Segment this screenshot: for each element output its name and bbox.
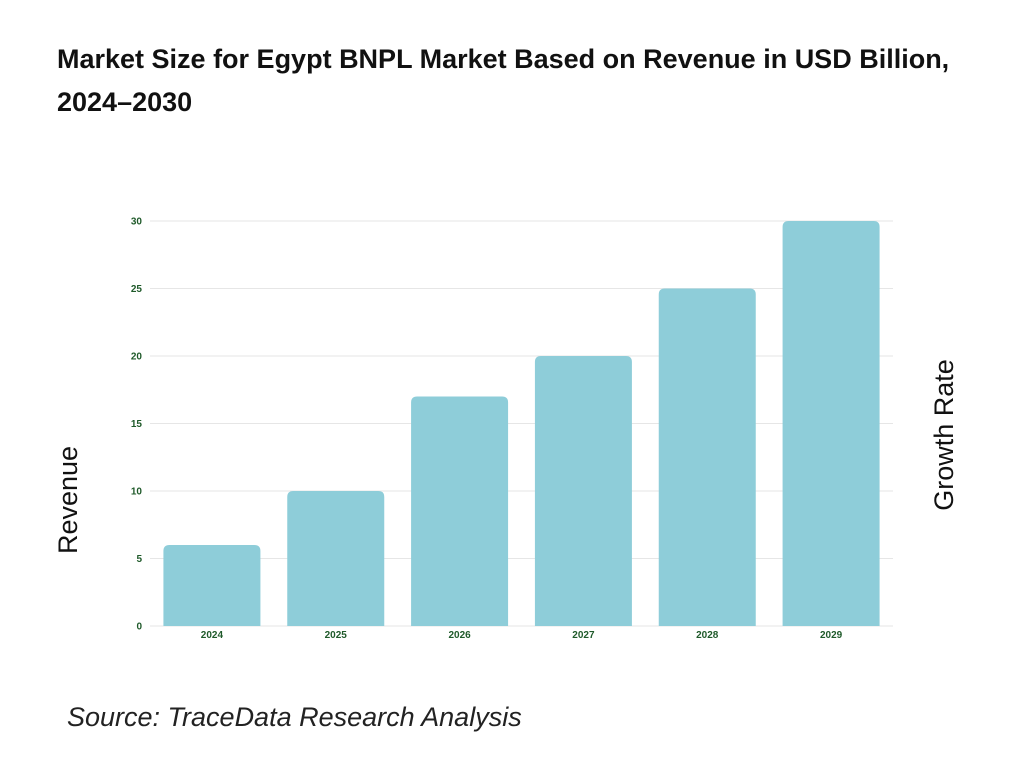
bar-2025 bbox=[287, 491, 385, 626]
y-tick-label: 25 bbox=[131, 284, 143, 295]
x-tick-labels: 2024 2025 2026 2027 2028 2029 bbox=[201, 630, 843, 641]
x-tick-label: 2028 bbox=[696, 630, 719, 641]
bar-2028 bbox=[658, 288, 756, 626]
x-tick-label: 2026 bbox=[448, 630, 471, 641]
y-tick-labels: 0 5 10 15 20 25 30 bbox=[131, 217, 143, 633]
bar-2029 bbox=[782, 221, 880, 626]
grid-lines bbox=[150, 220, 893, 627]
bars bbox=[163, 221, 880, 626]
x-tick-label: 2024 bbox=[201, 630, 224, 641]
x-tick-label: 2027 bbox=[572, 630, 595, 641]
y-tick-label: 5 bbox=[136, 554, 142, 565]
bar-2026 bbox=[411, 396, 509, 626]
chart-title: Market Size for Egypt BNPL Market Based … bbox=[57, 44, 950, 117]
source-note: Source: TraceData Research Analysis bbox=[67, 702, 522, 732]
x-tick-label: 2025 bbox=[325, 630, 348, 641]
y-tick-label: 0 bbox=[136, 622, 142, 633]
y-tick-label: 30 bbox=[131, 217, 143, 228]
bar-2024 bbox=[163, 545, 261, 626]
y-axis-label: Revenue bbox=[53, 446, 83, 554]
y-tick-label: 15 bbox=[131, 419, 143, 430]
x-tick-label: 2029 bbox=[820, 630, 843, 641]
secondary-y-axis-label: Growth Rate bbox=[929, 359, 959, 511]
y-tick-label: 20 bbox=[131, 352, 143, 363]
y-tick-label: 10 bbox=[131, 487, 143, 498]
bar-2027 bbox=[534, 356, 632, 626]
